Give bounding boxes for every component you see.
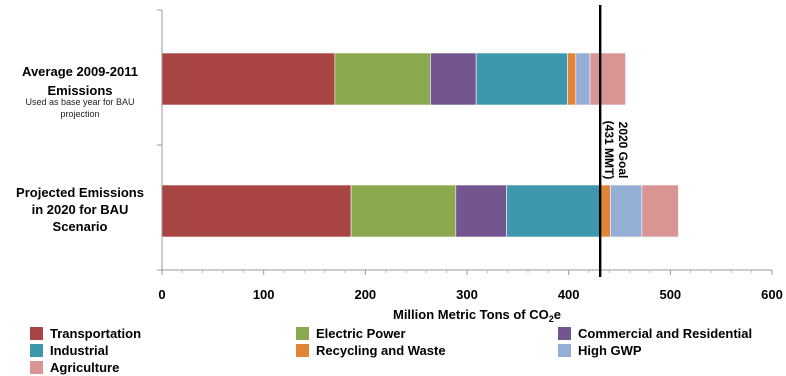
bar-agriculture-2	[641, 184, 679, 238]
goal-label: 2020 Goal(431 MMT)	[602, 121, 630, 180]
x-tick-label: 300	[456, 287, 478, 302]
legend-label: Industrial	[50, 343, 109, 358]
bar-electric-power-1	[334, 52, 431, 106]
category-label: in 2020 for BAU	[32, 202, 129, 217]
legend-item-recycling-and-waste: Recycling and Waste	[296, 342, 446, 359]
legend-swatch	[558, 327, 571, 340]
goal-layer: 2020 Goal(431 MMT)	[598, 5, 630, 277]
legend-swatch	[30, 344, 43, 357]
bar-transportation-2	[161, 184, 352, 238]
bar-high-gwp-2	[610, 184, 643, 238]
bar-recycling-and-waste-1	[567, 52, 577, 106]
category-sublabel: projection	[60, 109, 99, 119]
legend-swatch	[30, 327, 43, 340]
bars-layer	[161, 52, 679, 238]
legend-swatch	[558, 344, 571, 357]
stacked-bar-chart: 0 100 200 300 400 500 600 Average 2009-2011 Emi…	[16, 5, 783, 324]
category-label: Emissions	[47, 83, 112, 98]
bar-transportation-1	[161, 52, 336, 106]
legend-swatch	[296, 327, 309, 340]
x-tick-label: 400	[558, 287, 580, 302]
x-tick-label: 600	[761, 287, 783, 302]
x-tick-label: 500	[659, 287, 681, 302]
legend-swatch	[296, 344, 309, 357]
category-label: Projected Emissions	[16, 185, 144, 200]
x-tick-label: 100	[253, 287, 275, 302]
legend-item-transportation: Transportation	[30, 325, 141, 342]
legend-item-industrial: Industrial	[30, 342, 109, 359]
legend-swatch	[30, 361, 43, 374]
x-tick-label: 0	[158, 287, 165, 302]
legend-item-commercial-and-residential: Commercial and Residential	[558, 325, 752, 342]
legend-item-electric-power: Electric Power	[296, 325, 406, 342]
bar-industrial-1	[475, 52, 568, 106]
legend-label: Commercial and Residential	[578, 326, 753, 341]
legend-label: Transportation	[50, 326, 142, 341]
bar-industrial-2	[506, 184, 602, 238]
legend-label: Electric Power	[316, 326, 406, 341]
bar-electric-power-2	[350, 184, 457, 238]
category-label: Average 2009-2011	[22, 64, 138, 79]
legend-label: Recycling and Waste	[316, 343, 446, 358]
ticks-layer: 0 100 200 300 400 500 600	[158, 270, 783, 302]
goal-label-line: (431 MMT)	[602, 121, 616, 180]
bar-commercial-and-residential-1	[430, 52, 477, 106]
x-axis-title: Million Metric Tons of CO2e	[393, 307, 561, 324]
legend-item-agriculture: Agriculture	[30, 359, 119, 376]
legend-label: Agriculture	[50, 360, 120, 375]
category-label: Scenario	[53, 219, 108, 234]
x-tick-label: 200	[354, 287, 376, 302]
goal-label-line: 2020 Goal	[616, 122, 630, 179]
bar-commercial-and-residential-2	[455, 184, 507, 238]
bar-recycling-and-waste-2	[600, 184, 611, 238]
legend-label: High GWP	[578, 343, 642, 358]
bar-agriculture-1	[589, 52, 626, 106]
legend-item-high-gwp: High GWP	[558, 342, 642, 359]
legend: Transportation Electric Power Commercial a…	[8, 325, 784, 375]
category-sublabel: Used as base year for BAU	[25, 97, 134, 107]
bar-high-gwp-1	[575, 52, 591, 106]
